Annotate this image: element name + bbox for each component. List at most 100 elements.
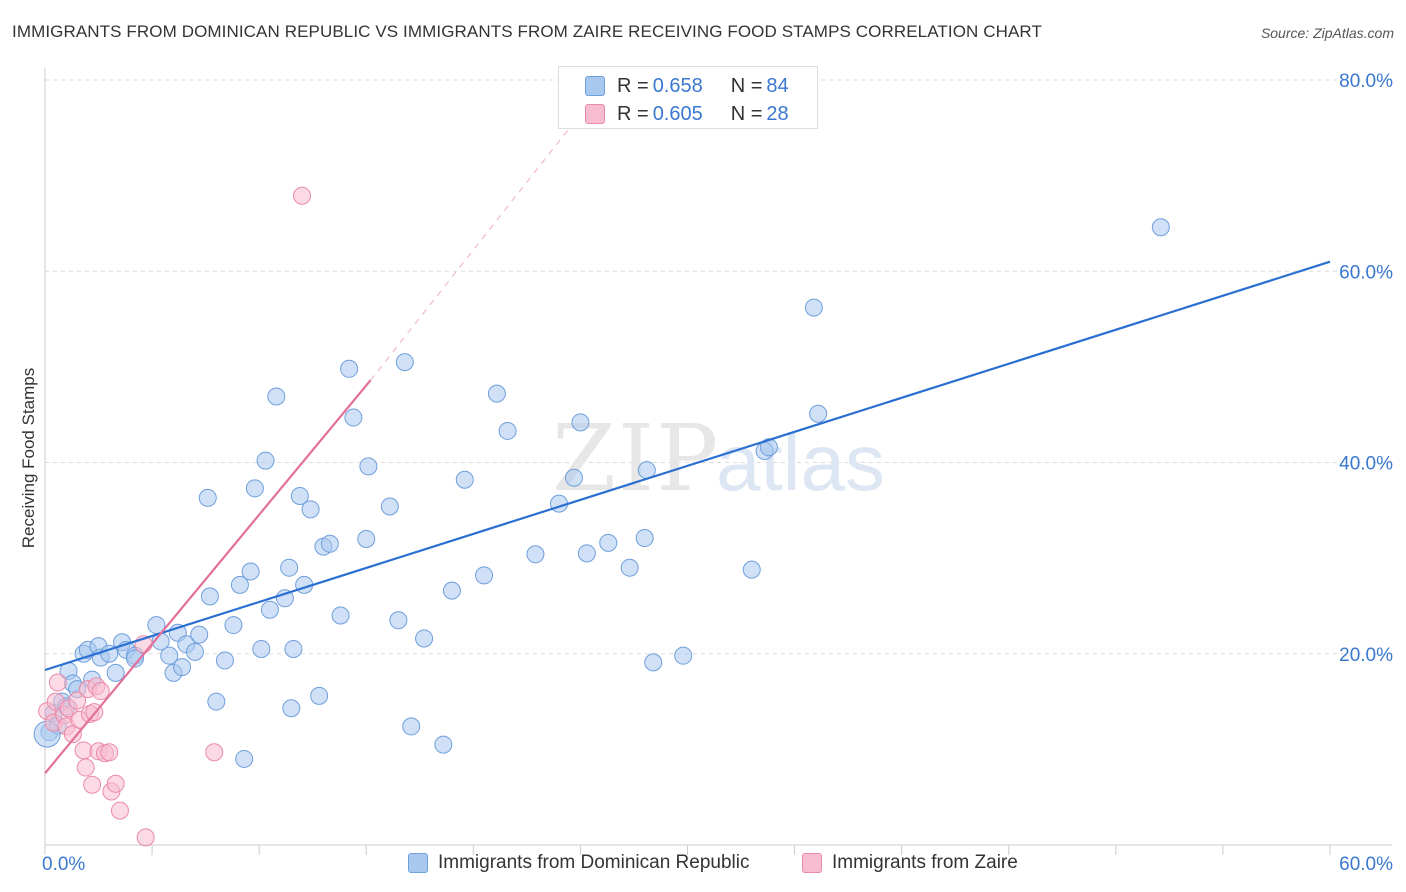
zaire-point bbox=[91, 682, 110, 701]
dominican-point bbox=[487, 384, 506, 403]
dominican-point bbox=[804, 298, 823, 317]
dominican-point bbox=[267, 387, 286, 406]
dominican-point bbox=[635, 529, 654, 548]
watermark-atlas: atlas bbox=[716, 418, 885, 507]
legend-swatch-blue bbox=[585, 76, 605, 96]
dominican-point bbox=[256, 451, 275, 470]
x-tick-label: 60.0% bbox=[1339, 854, 1393, 875]
zaire-trend-extension bbox=[370, 127, 571, 381]
dominican-point bbox=[455, 470, 474, 489]
zaire-point bbox=[83, 775, 102, 794]
dominican-point bbox=[571, 413, 590, 432]
dominican-point bbox=[742, 560, 761, 579]
dominican-point bbox=[564, 468, 583, 487]
zaire-point bbox=[136, 828, 155, 847]
y-tick-label: 80.0% bbox=[1339, 71, 1393, 92]
legend-row-dominican: R = 0.658 N = 84 bbox=[585, 73, 789, 99]
zaire-point bbox=[293, 186, 311, 205]
legend-r-value: 0.658 bbox=[652, 74, 703, 97]
legend-n-value: 84 bbox=[766, 74, 789, 97]
legend-n-label: N = bbox=[730, 102, 763, 125]
dominican-point bbox=[434, 735, 453, 754]
x-tick-label: 0.0% bbox=[42, 854, 85, 875]
dominican-point bbox=[173, 658, 192, 677]
legend-swatch-pink bbox=[802, 853, 822, 873]
dominican-point bbox=[1151, 218, 1170, 237]
dominican-point bbox=[207, 692, 226, 711]
legend-row-zaire: R = 0.605 N = 28 bbox=[585, 101, 789, 127]
dominican-point bbox=[252, 639, 271, 658]
y-axis-label: Receiving Food Stamps bbox=[19, 368, 38, 548]
legend-item-label: Immigrants from Dominican Republic bbox=[438, 852, 750, 873]
zaire-point bbox=[106, 774, 125, 793]
dominican-point bbox=[331, 606, 350, 625]
legend-swatch-pink bbox=[585, 104, 605, 124]
legend-r-label: R = bbox=[617, 74, 649, 97]
dominican-point bbox=[241, 562, 260, 581]
legend-r-label: R = bbox=[617, 102, 649, 125]
dominican-point bbox=[290, 486, 309, 505]
dominican-point bbox=[190, 625, 209, 644]
trend-lines bbox=[44, 127, 1331, 774]
legend-r-value: 0.605 bbox=[652, 102, 703, 125]
dominican-point bbox=[380, 497, 399, 516]
legend-n-label: N = bbox=[730, 74, 763, 97]
dominican-point bbox=[215, 651, 234, 670]
dominican-point bbox=[100, 644, 119, 663]
zaire-point bbox=[48, 673, 67, 692]
dominican-point bbox=[230, 575, 249, 594]
legend-n-value: 28 bbox=[766, 102, 789, 125]
dominican-point bbox=[344, 408, 363, 427]
dominican-point bbox=[357, 530, 376, 548]
correlation-legend: R = 0.658 N = 84 R = 0.605 N = 28 bbox=[558, 66, 818, 129]
dominican-point bbox=[759, 438, 778, 457]
watermark: ZIP atlas bbox=[552, 405, 885, 512]
dominican-point bbox=[160, 646, 179, 665]
dominican-point bbox=[125, 649, 144, 668]
dominican-point bbox=[106, 663, 125, 682]
zaire-point bbox=[76, 758, 95, 777]
dominican-point bbox=[284, 639, 303, 658]
dominican-point bbox=[577, 544, 596, 563]
zaire-point bbox=[68, 691, 87, 710]
dominican-point bbox=[224, 616, 243, 635]
dominican-point bbox=[235, 749, 254, 768]
zaire-trend-line bbox=[44, 379, 372, 774]
legend-item-dominican: Immigrants from Dominican Republic bbox=[408, 852, 750, 874]
dominican-point bbox=[282, 699, 301, 718]
dominican-point bbox=[415, 629, 434, 648]
y-tick-label: 60.0% bbox=[1339, 262, 1393, 283]
y-tick-label: 40.0% bbox=[1339, 454, 1393, 475]
chart-title: IMMIGRANTS FROM DOMINICAN REPUBLIC VS IM… bbox=[12, 22, 1042, 41]
dominican-point bbox=[200, 587, 219, 606]
dominican-point bbox=[310, 686, 329, 705]
dominican-point bbox=[198, 488, 217, 507]
zaire-point bbox=[110, 801, 129, 820]
dominican-point bbox=[185, 642, 204, 661]
legend-item-zaire: Immigrants from Zaire bbox=[802, 852, 1018, 874]
dominican-point bbox=[359, 457, 378, 476]
y-tick-label: 20.0% bbox=[1339, 645, 1393, 666]
dominican-point bbox=[526, 545, 545, 564]
dominican-point bbox=[620, 558, 639, 577]
dominican-point bbox=[260, 600, 279, 619]
dominican-trend-line bbox=[44, 260, 1331, 672]
dominican-point bbox=[442, 581, 461, 600]
tick-labels: 20.0% 40.0% 60.0% 80.0% 0.0% 60.0% bbox=[42, 71, 1393, 875]
legend-item-label: Immigrants from Zaire bbox=[832, 852, 1018, 873]
dominican-point bbox=[674, 646, 693, 665]
dominican-point bbox=[301, 500, 320, 519]
dominican-point bbox=[809, 404, 828, 423]
dominican-point bbox=[644, 653, 663, 672]
series-legend: Immigrants from Dominican Republic Immig… bbox=[0, 852, 1406, 878]
dominican-point bbox=[280, 558, 299, 577]
dominican-point bbox=[395, 353, 414, 372]
dominican-point bbox=[498, 421, 517, 440]
dominican-point bbox=[389, 611, 408, 630]
legend-swatch-blue bbox=[408, 853, 428, 873]
data-points bbox=[33, 186, 1170, 847]
zaire-point bbox=[100, 743, 119, 762]
zaire-point bbox=[205, 743, 224, 762]
source-label: Source: ZipAtlas.com bbox=[1260, 25, 1394, 41]
